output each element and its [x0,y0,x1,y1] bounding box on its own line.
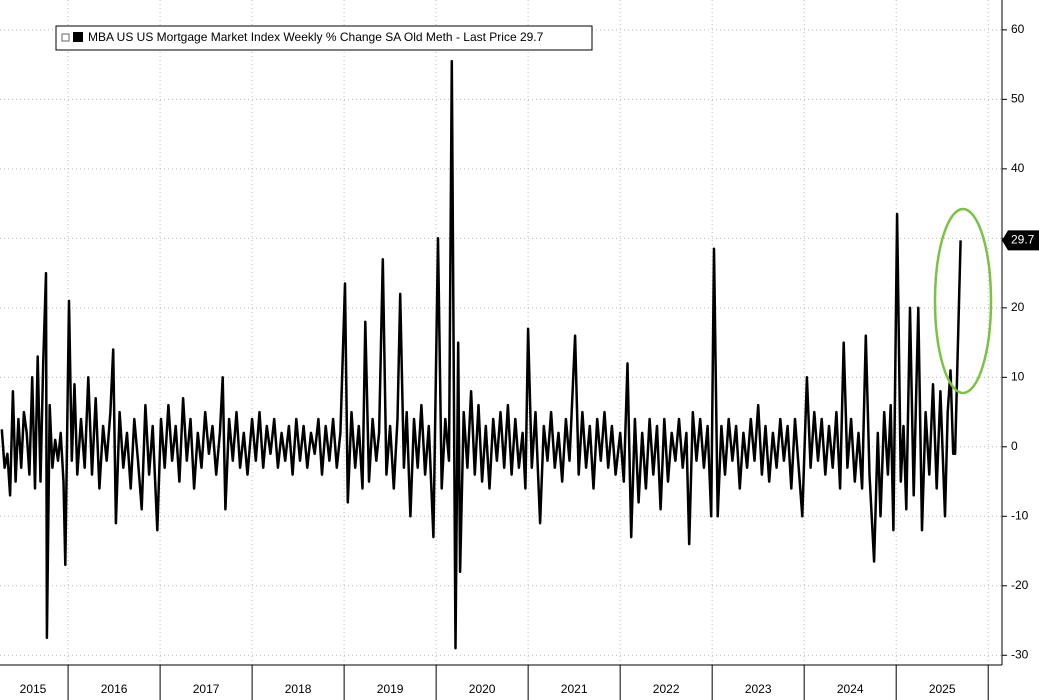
highlight-ellipse [933,207,993,395]
y-tick-label: -10 [1011,508,1029,522]
legend-toggle[interactable] [61,33,70,42]
x-tick-label: 2024 [837,682,864,696]
legend-swatch [73,32,83,42]
y-tick-label: 50 [1011,92,1025,106]
last-price-label: 29.7 [1011,233,1035,247]
x-tick-label: 2015 [20,682,47,696]
x-tick-label: 2019 [377,682,404,696]
x-tick-label: 2018 [285,682,312,696]
x-tick-label: 2023 [745,682,772,696]
line [0,59,962,650]
y-tick-label: 60 [1011,22,1025,36]
y-tick-label: -20 [1011,578,1029,592]
x-tick-label: 2017 [193,682,220,696]
y-tick-label: -30 [1011,647,1029,661]
legend: MBA US US Mortgage Market Index Weekly %… [55,25,593,51]
x-tick-label: 2021 [561,682,588,696]
plot-area [0,0,1002,665]
y-tick-label: 20 [1011,300,1025,314]
x-tick-label: 2020 [469,682,496,696]
last-price-box [1002,230,1039,251]
x-tick-label: 2016 [101,682,128,696]
x-tick-label: 2022 [653,682,680,696]
y-tick-label: 0 [1011,439,1018,453]
y-tick-label: 10 [1011,369,1025,383]
legend-box [55,25,593,51]
x-tick-label: 2025 [929,682,956,696]
y-tick-label: 40 [1011,161,1025,175]
legend-label: MBA US US Mortgage Market Index Weekly %… [88,30,544,44]
